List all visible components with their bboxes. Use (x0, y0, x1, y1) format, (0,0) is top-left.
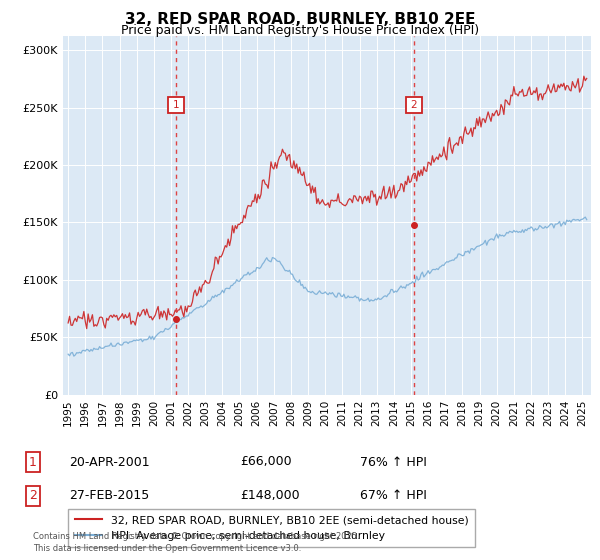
Text: 2: 2 (410, 100, 417, 110)
Text: 1: 1 (173, 100, 179, 110)
Text: 1: 1 (29, 455, 37, 469)
Text: 27-FEB-2015: 27-FEB-2015 (69, 489, 149, 502)
Text: 32, RED SPAR ROAD, BURNLEY, BB10 2EE: 32, RED SPAR ROAD, BURNLEY, BB10 2EE (125, 12, 475, 27)
Text: 2: 2 (29, 489, 37, 502)
Text: 67% ↑ HPI: 67% ↑ HPI (360, 489, 427, 502)
Text: 20-APR-2001: 20-APR-2001 (69, 455, 149, 469)
Text: £66,000: £66,000 (240, 455, 292, 469)
Text: Price paid vs. HM Land Registry's House Price Index (HPI): Price paid vs. HM Land Registry's House … (121, 24, 479, 36)
Text: 76% ↑ HPI: 76% ↑ HPI (360, 455, 427, 469)
Text: Contains HM Land Registry data © Crown copyright and database right 2025.
This d: Contains HM Land Registry data © Crown c… (33, 533, 359, 553)
Text: £148,000: £148,000 (240, 489, 299, 502)
Legend: 32, RED SPAR ROAD, BURNLEY, BB10 2EE (semi-detached house), HPI: Average price, : 32, RED SPAR ROAD, BURNLEY, BB10 2EE (se… (68, 508, 475, 547)
